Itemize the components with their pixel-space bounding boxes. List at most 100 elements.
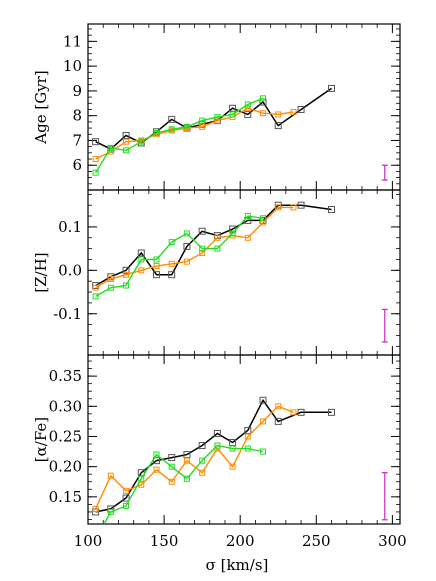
y-tick-label: 9 bbox=[72, 82, 82, 100]
data-point-orange bbox=[92, 156, 99, 163]
x-tick-label: 300 bbox=[378, 532, 407, 550]
data-point-orange bbox=[290, 409, 297, 416]
data-point-black bbox=[122, 266, 130, 274]
y-tick-label: 0.35 bbox=[49, 367, 82, 385]
data-point-green bbox=[168, 463, 175, 470]
data-point-black bbox=[274, 122, 282, 130]
data-point-orange bbox=[199, 123, 206, 130]
series-group bbox=[92, 396, 336, 524]
y-axis-label: [α/Fe] bbox=[32, 417, 50, 462]
data-point-black bbox=[244, 110, 252, 118]
y-tick-label: 11 bbox=[63, 32, 82, 50]
data-point-orange bbox=[153, 466, 160, 473]
y-tick-label: 7 bbox=[72, 131, 82, 149]
data-point-orange bbox=[275, 403, 282, 410]
x-axis-label: σ [km/s] bbox=[206, 556, 269, 574]
panels: 6 7 8 9 10 11 Age [Gyr] -0.1 0.0 0.1 [Z/H] 0.15 0.20… bbox=[32, 23, 407, 550]
data-point-orange bbox=[244, 105, 251, 112]
data-point-orange bbox=[214, 117, 221, 124]
y-tick-label: 0.1 bbox=[58, 218, 82, 236]
y-tick-label: 0.15 bbox=[49, 488, 82, 506]
data-point-orange bbox=[275, 204, 282, 211]
data-point-green bbox=[260, 215, 267, 222]
panel-1: 6 7 8 9 10 11 Age [Gyr] bbox=[32, 23, 401, 191]
y-tick-label: 8 bbox=[72, 107, 82, 125]
panel-2: -0.1 0.0 0.1 [Z/H] bbox=[32, 189, 401, 356]
data-point-orange bbox=[260, 219, 267, 226]
data-point-black bbox=[297, 105, 305, 113]
data-point-black bbox=[259, 396, 267, 404]
data-point-orange bbox=[107, 276, 114, 283]
y-tick-label: 10 bbox=[63, 57, 82, 75]
series-line-green bbox=[95, 215, 264, 298]
data-point-green bbox=[123, 502, 130, 509]
data-point-black bbox=[152, 271, 160, 279]
data-point-orange bbox=[168, 478, 175, 485]
data-point-green bbox=[138, 475, 145, 482]
data-point-orange bbox=[123, 138, 130, 145]
data-point-green bbox=[199, 457, 206, 464]
data-point-black bbox=[297, 201, 305, 209]
data-point-orange bbox=[290, 108, 297, 115]
y-tick-label: 0.20 bbox=[49, 458, 82, 476]
data-point-orange bbox=[168, 260, 175, 267]
y-tick-label: 0.25 bbox=[49, 427, 82, 445]
data-point-green bbox=[107, 284, 114, 291]
y-tick-label: 0.0 bbox=[58, 261, 82, 279]
series-line-green bbox=[95, 97, 264, 174]
data-point-green bbox=[199, 245, 206, 252]
data-point-black bbox=[328, 206, 336, 214]
series-group bbox=[92, 84, 336, 176]
data-point-black bbox=[92, 138, 100, 146]
data-point-black bbox=[137, 249, 145, 257]
data-point-orange bbox=[229, 463, 236, 470]
plot-frame bbox=[87, 354, 401, 525]
y-axis-label: Age [Gyr] bbox=[32, 70, 50, 144]
y-tick-label: -0.1 bbox=[53, 305, 82, 323]
data-point-orange bbox=[260, 418, 267, 425]
data-point-black bbox=[168, 454, 176, 462]
data-point-green bbox=[229, 230, 236, 237]
data-point-orange bbox=[260, 110, 267, 117]
data-point-green bbox=[92, 169, 99, 176]
data-point-orange bbox=[153, 262, 160, 269]
data-point-green bbox=[183, 475, 190, 482]
x-tick-label: 100 bbox=[74, 532, 103, 550]
data-point-green bbox=[123, 147, 130, 154]
x-tick-label: 150 bbox=[150, 532, 179, 550]
data-point-green bbox=[244, 213, 251, 220]
data-point-green bbox=[214, 442, 221, 449]
x-tick-label: 250 bbox=[302, 532, 331, 550]
data-point-green bbox=[214, 113, 221, 120]
data-point-black bbox=[229, 439, 237, 447]
data-point-green bbox=[229, 111, 236, 118]
data-point-orange bbox=[290, 204, 297, 211]
data-point-green bbox=[183, 123, 190, 130]
data-point-green bbox=[138, 256, 145, 263]
data-point-orange bbox=[183, 258, 190, 265]
data-point-green bbox=[107, 144, 114, 151]
data-point-black bbox=[198, 227, 206, 235]
data-point-green bbox=[244, 445, 251, 452]
data-point-green bbox=[153, 451, 160, 458]
data-point-green bbox=[153, 130, 160, 137]
y-axis-label: [Z/H] bbox=[32, 252, 50, 292]
data-point-orange bbox=[275, 111, 282, 118]
data-point-green bbox=[214, 245, 221, 252]
data-point-black bbox=[229, 104, 237, 112]
data-point-black bbox=[168, 115, 176, 123]
y-tick-label: 6 bbox=[72, 156, 82, 174]
data-point-orange bbox=[244, 234, 251, 241]
data-point-green bbox=[123, 282, 130, 289]
data-point-green bbox=[168, 126, 175, 133]
data-point-black bbox=[168, 271, 176, 279]
data-point-green bbox=[244, 101, 251, 108]
data-point-green bbox=[107, 508, 114, 515]
data-point-orange bbox=[244, 433, 251, 440]
data-point-black bbox=[274, 417, 282, 425]
data-point-black bbox=[328, 408, 336, 416]
data-point-green bbox=[138, 138, 145, 145]
data-point-black bbox=[244, 426, 252, 434]
panel-3: 0.15 0.20 0.25 0.30 0.35 [α/Fe] bbox=[32, 354, 401, 525]
